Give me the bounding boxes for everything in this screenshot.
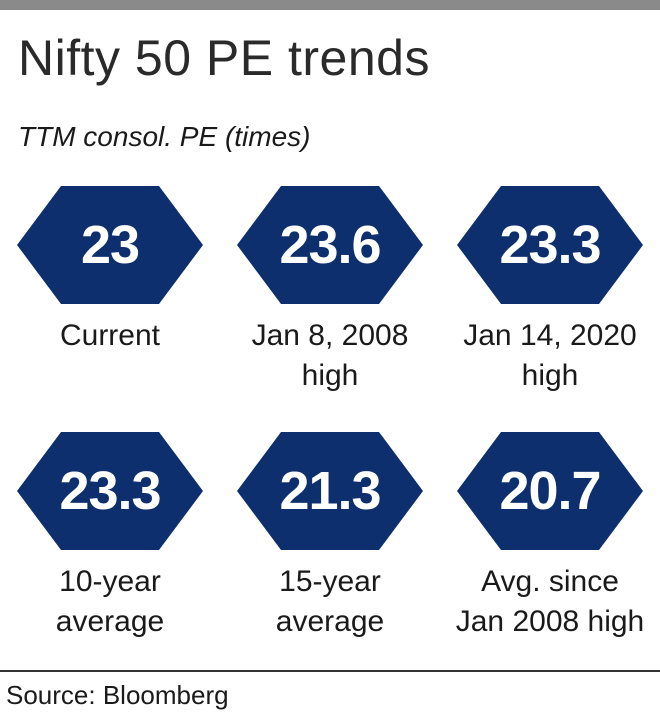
pe-label-line: high: [440, 356, 660, 396]
pe-label: Current: [0, 316, 220, 356]
pe-value: 23.3: [17, 432, 203, 550]
pe-tiles-grid: 23 Current 23.6 Jan 8, 2008 high 23.3 Jan 14, …: [0, 0, 660, 660]
pe-label-line: Avg. since: [440, 562, 660, 602]
hexagon-badge: 20.7: [457, 432, 643, 550]
pe-value: 23: [17, 186, 203, 304]
hexagon-badge: 23: [17, 186, 203, 304]
pe-label: 10-year average: [0, 562, 220, 642]
pe-label: Jan 8, 2008 high: [220, 316, 440, 396]
pe-value: 20.7: [457, 432, 643, 550]
pe-label: Jan 14, 2020 high: [440, 316, 660, 396]
pe-label-line: Jan 8, 2008: [220, 316, 440, 356]
pe-value: 23.3: [457, 186, 643, 304]
hexagon-badge: 21.3: [237, 432, 423, 550]
pe-label-line: high: [220, 356, 440, 396]
pe-value: 23.6: [237, 186, 423, 304]
pe-label-line: 15-year: [220, 562, 440, 602]
pe-label: 15-year average: [220, 562, 440, 642]
pe-label: Avg. since Jan 2008 high: [440, 562, 660, 642]
pe-value: 21.3: [237, 432, 423, 550]
pe-label-line: 10-year: [0, 562, 220, 602]
pe-label-line: Jan 2008 high: [440, 602, 660, 642]
hexagon-badge: 23.3: [457, 186, 643, 304]
pe-label-line: average: [220, 602, 440, 642]
pe-label-line: Current: [0, 316, 220, 356]
hexagon-badge: 23.6: [237, 186, 423, 304]
pe-label-line: average: [0, 602, 220, 642]
hexagon-badge: 23.3: [17, 432, 203, 550]
source-note: Source: Bloomberg: [6, 678, 229, 712]
pe-label-line: Jan 14, 2020: [440, 316, 660, 356]
footer-divider: [0, 670, 660, 672]
